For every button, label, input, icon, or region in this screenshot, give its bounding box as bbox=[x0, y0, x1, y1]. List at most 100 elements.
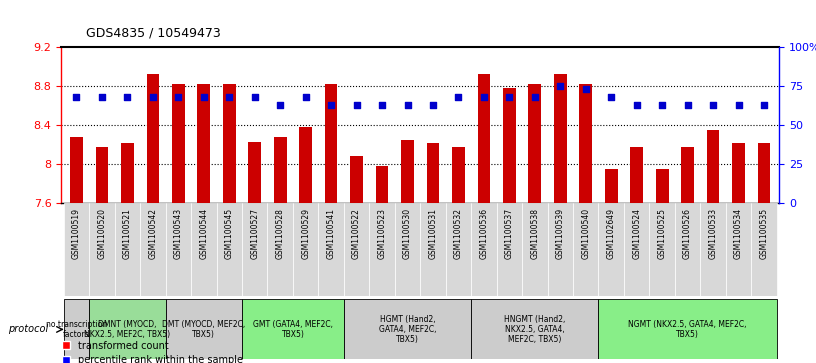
FancyBboxPatch shape bbox=[64, 203, 89, 296]
FancyBboxPatch shape bbox=[598, 299, 777, 359]
FancyBboxPatch shape bbox=[624, 203, 650, 296]
Point bbox=[554, 83, 567, 89]
Text: GSM1100544: GSM1100544 bbox=[199, 208, 208, 259]
Bar bbox=[579, 84, 592, 203]
Bar bbox=[147, 74, 159, 203]
Point bbox=[197, 94, 211, 100]
Point bbox=[273, 102, 286, 108]
Text: HGMT (Hand2,
GATA4, MEF2C,
TBX5): HGMT (Hand2, GATA4, MEF2C, TBX5) bbox=[379, 314, 437, 344]
FancyBboxPatch shape bbox=[344, 299, 471, 359]
Bar bbox=[732, 143, 745, 203]
FancyBboxPatch shape bbox=[344, 203, 370, 296]
Text: GSM1100519: GSM1100519 bbox=[72, 208, 81, 259]
Point bbox=[248, 94, 261, 100]
FancyBboxPatch shape bbox=[89, 299, 166, 359]
Bar bbox=[350, 156, 363, 203]
Bar bbox=[248, 142, 261, 203]
Point bbox=[681, 102, 694, 108]
Bar bbox=[452, 147, 465, 203]
Text: GSM1100534: GSM1100534 bbox=[734, 208, 743, 259]
Text: GSM1100540: GSM1100540 bbox=[581, 208, 590, 259]
Bar bbox=[427, 143, 439, 203]
Point bbox=[528, 94, 541, 100]
FancyBboxPatch shape bbox=[725, 203, 752, 296]
Text: GSM1100539: GSM1100539 bbox=[556, 208, 565, 259]
FancyBboxPatch shape bbox=[242, 299, 344, 359]
FancyBboxPatch shape bbox=[293, 203, 318, 296]
Point bbox=[452, 94, 465, 100]
Text: DMT (MYOCD, MEF2C,
TBX5): DMT (MYOCD, MEF2C, TBX5) bbox=[162, 320, 246, 339]
FancyBboxPatch shape bbox=[166, 299, 242, 359]
Text: no transcription
factors: no transcription factors bbox=[46, 320, 107, 339]
Point bbox=[350, 102, 363, 108]
Text: GSM1100521: GSM1100521 bbox=[123, 208, 132, 259]
Bar bbox=[656, 169, 668, 203]
FancyBboxPatch shape bbox=[650, 203, 675, 296]
Text: GSM1100522: GSM1100522 bbox=[352, 208, 361, 259]
Bar bbox=[299, 127, 312, 203]
Bar bbox=[605, 169, 618, 203]
Point bbox=[146, 94, 159, 100]
FancyBboxPatch shape bbox=[573, 203, 598, 296]
Bar bbox=[401, 140, 414, 203]
Point bbox=[605, 94, 618, 100]
Text: GSM1100537: GSM1100537 bbox=[505, 208, 514, 259]
Bar bbox=[70, 137, 83, 203]
Text: GSM1100525: GSM1100525 bbox=[658, 208, 667, 259]
Bar bbox=[274, 137, 286, 203]
Text: protocol: protocol bbox=[8, 325, 48, 334]
Text: GSM1100543: GSM1100543 bbox=[174, 208, 183, 259]
FancyBboxPatch shape bbox=[216, 203, 242, 296]
Text: NGMT (NKX2.5, GATA4, MEF2C,
TBX5): NGMT (NKX2.5, GATA4, MEF2C, TBX5) bbox=[628, 320, 747, 339]
FancyBboxPatch shape bbox=[598, 203, 624, 296]
Point bbox=[757, 102, 770, 108]
FancyBboxPatch shape bbox=[471, 299, 598, 359]
Text: HNGMT (Hand2,
NKX2.5, GATA4,
MEF2C, TBX5): HNGMT (Hand2, NKX2.5, GATA4, MEF2C, TBX5… bbox=[504, 314, 565, 344]
Bar bbox=[554, 74, 566, 203]
Bar bbox=[172, 84, 184, 203]
FancyBboxPatch shape bbox=[89, 203, 115, 296]
Point bbox=[401, 102, 414, 108]
Text: DMNT (MYOCD,
NKX2.5, MEF2C, TBX5): DMNT (MYOCD, NKX2.5, MEF2C, TBX5) bbox=[84, 320, 171, 339]
Legend: transformed count, percentile rank within the sample: transformed count, percentile rank withi… bbox=[62, 340, 242, 363]
Text: GSM1100538: GSM1100538 bbox=[530, 208, 539, 259]
Text: GSM1100524: GSM1100524 bbox=[632, 208, 641, 259]
FancyBboxPatch shape bbox=[752, 203, 777, 296]
FancyBboxPatch shape bbox=[370, 203, 395, 296]
Text: GSM1100535: GSM1100535 bbox=[760, 208, 769, 259]
FancyBboxPatch shape bbox=[675, 203, 700, 296]
FancyBboxPatch shape bbox=[64, 299, 89, 359]
Bar bbox=[757, 143, 770, 203]
Text: GSM1100527: GSM1100527 bbox=[251, 208, 259, 259]
Bar bbox=[707, 130, 720, 203]
Point bbox=[630, 102, 643, 108]
FancyBboxPatch shape bbox=[191, 203, 216, 296]
Bar bbox=[375, 166, 388, 203]
Text: GDS4835 / 10549473: GDS4835 / 10549473 bbox=[86, 27, 220, 40]
Text: GSM1100520: GSM1100520 bbox=[97, 208, 106, 259]
Point bbox=[95, 94, 109, 100]
Text: GSM1102649: GSM1102649 bbox=[607, 208, 616, 259]
Point bbox=[325, 102, 338, 108]
FancyBboxPatch shape bbox=[497, 203, 522, 296]
Point bbox=[299, 94, 313, 100]
FancyBboxPatch shape bbox=[471, 203, 497, 296]
Point bbox=[477, 94, 490, 100]
Text: GSM1100541: GSM1100541 bbox=[326, 208, 335, 259]
FancyBboxPatch shape bbox=[166, 203, 191, 296]
Point bbox=[427, 102, 440, 108]
Point bbox=[503, 94, 516, 100]
Point bbox=[707, 102, 720, 108]
Text: GSM1100532: GSM1100532 bbox=[454, 208, 463, 259]
FancyBboxPatch shape bbox=[242, 203, 268, 296]
FancyBboxPatch shape bbox=[446, 203, 471, 296]
Point bbox=[655, 102, 668, 108]
Text: GSM1100533: GSM1100533 bbox=[708, 208, 717, 259]
Point bbox=[172, 94, 185, 100]
Point bbox=[732, 102, 745, 108]
Point bbox=[223, 94, 236, 100]
Bar bbox=[630, 147, 643, 203]
FancyBboxPatch shape bbox=[700, 203, 725, 296]
FancyBboxPatch shape bbox=[548, 203, 573, 296]
Bar bbox=[121, 143, 134, 203]
